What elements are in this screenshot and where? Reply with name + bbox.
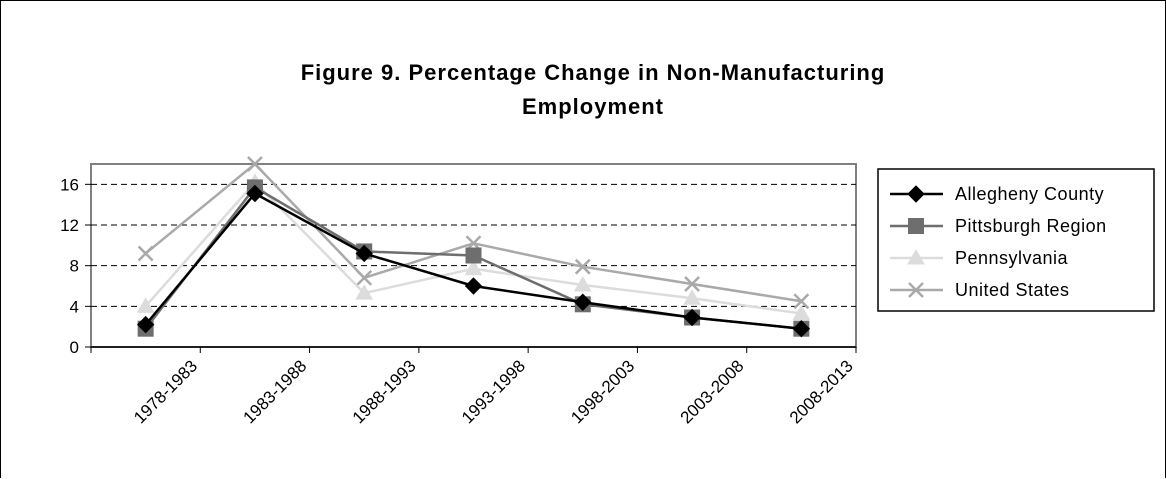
data-point-allegheny-county xyxy=(136,315,155,334)
y-tick-label: 12 xyxy=(60,216,79,235)
data-point-pennsylvania xyxy=(355,284,374,300)
legend-marker-allegheny-county xyxy=(907,185,925,203)
y-tick-label: 0 xyxy=(70,338,79,357)
x-tick-label: 2008-2013 xyxy=(786,356,857,427)
legend-label-allegheny-county: Allegheny County xyxy=(955,184,1104,204)
x-tick-label: 1983-1988 xyxy=(239,356,310,427)
data-point-united-states xyxy=(684,276,700,292)
marker-stroke xyxy=(137,245,154,262)
data-point-united-states xyxy=(356,269,373,286)
legend-marker-pennsylvania xyxy=(907,248,925,265)
x-tick-label: 1998-2003 xyxy=(567,356,638,427)
data-point-pittsburgh-region xyxy=(465,247,482,264)
data-point-united-states xyxy=(137,245,154,262)
data-point-pennsylvania xyxy=(683,289,701,305)
y-tick-label: 4 xyxy=(70,297,79,316)
x-tick-label: 1993-1998 xyxy=(458,356,529,427)
legend-box xyxy=(877,168,1155,312)
data-point-allegheny-county xyxy=(792,319,811,338)
data-point-pennsylvania xyxy=(573,275,592,292)
data-point-united-states xyxy=(247,156,263,172)
marker-stroke xyxy=(247,156,263,172)
legend-label-united-states: United States xyxy=(955,280,1070,300)
data-point-united-states xyxy=(574,258,591,275)
legend-marker-united-states xyxy=(908,282,924,298)
y-tick-label: 8 xyxy=(70,257,79,276)
x-tick-label: 1988-1993 xyxy=(349,356,420,427)
legend-marker-pittsburgh-region xyxy=(908,218,924,234)
legend: Allegheny County Pittsburgh Region Pennsyl… xyxy=(877,168,1155,312)
marker-stroke xyxy=(684,276,700,292)
data-point-allegheny-county xyxy=(355,244,373,263)
x-tick-label: 1978-1983 xyxy=(130,356,201,427)
legend-label-pittsburgh-region: Pittsburgh Region xyxy=(955,216,1107,236)
marker-stroke xyxy=(574,258,591,275)
x-tick-label: 2003-2008 xyxy=(677,356,748,427)
marker-stroke xyxy=(356,269,373,286)
data-point-pennsylvania xyxy=(136,297,155,313)
marker-stroke xyxy=(908,282,924,298)
chart-title-line-1: Figure 9. Percentage Change in Non-Manuf… xyxy=(301,60,886,85)
legend-label-pennsylvania: Pennsylvania xyxy=(955,248,1069,268)
data-point-united-states xyxy=(793,293,810,310)
data-point-allegheny-county xyxy=(464,277,483,295)
plot-area: 0 4 8 12 16 1978-1983 1983-1988 1988-1993 1993-1… xyxy=(60,156,857,427)
y-tick-label: 16 xyxy=(60,175,79,194)
marker-stroke xyxy=(793,293,810,310)
data-point-allegheny-county xyxy=(574,293,592,311)
data-point-allegheny-county xyxy=(683,308,701,327)
data-point-allegheny-county xyxy=(246,184,264,203)
data-point-pennsylvania xyxy=(792,304,811,320)
chart-title-line-2: Employment xyxy=(522,94,664,119)
data-point-pennsylvania xyxy=(464,259,483,276)
